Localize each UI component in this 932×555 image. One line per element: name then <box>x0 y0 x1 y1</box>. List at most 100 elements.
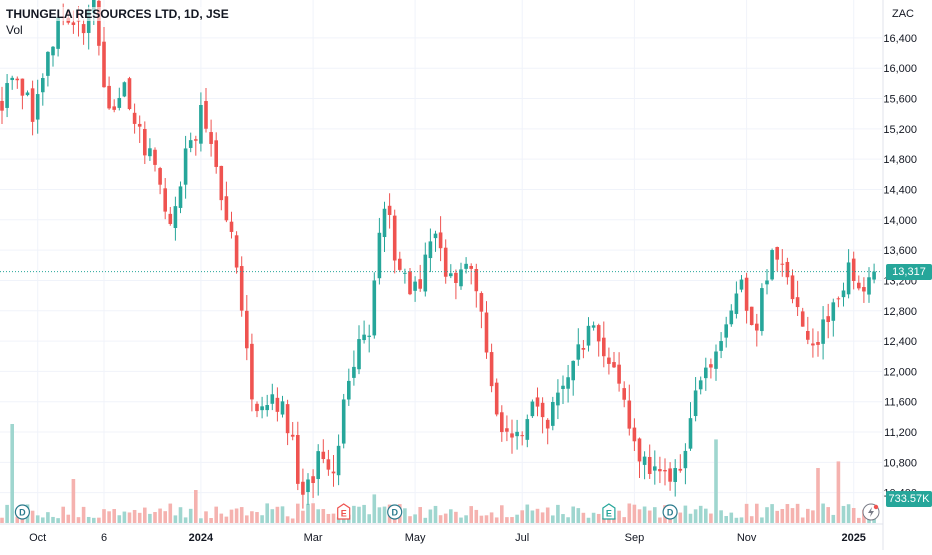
candle-body <box>846 262 851 295</box>
candle-body <box>867 277 871 295</box>
volume-bar <box>612 517 616 523</box>
candle-body <box>510 433 514 438</box>
volume-bar <box>413 514 417 523</box>
candle-body <box>836 298 841 300</box>
svg-text:D: D <box>391 508 398 518</box>
alert-icon[interactable] <box>862 503 880 521</box>
candle-body <box>693 390 698 417</box>
candle-body <box>520 435 524 437</box>
candle-body <box>382 208 387 238</box>
volume-bar <box>51 516 55 523</box>
candle-body <box>377 232 382 279</box>
price-tick-label: 14,800 <box>883 154 917 166</box>
candle-body <box>331 471 336 474</box>
volume-bar <box>331 513 336 523</box>
candle-body <box>423 254 428 292</box>
volume-bar <box>117 515 122 523</box>
candle-body <box>97 0 101 46</box>
event-marker-d[interactable]: D <box>662 504 678 520</box>
time-axis: Oct 6 2024 Mar May Jul Sep Nov 2025 <box>29 532 866 544</box>
candle-body <box>678 468 683 471</box>
candle-body <box>785 261 790 278</box>
volume-bar <box>561 514 565 523</box>
volume-bar <box>566 517 570 523</box>
candle-body <box>688 418 693 449</box>
event-marker-d[interactable]: D <box>14 504 30 520</box>
price-tick-label: 16,400 <box>883 33 917 45</box>
volume-bar <box>122 511 127 523</box>
candle-body <box>862 287 866 292</box>
volume-bar <box>857 517 861 523</box>
time-tick-label: Sep <box>625 532 645 544</box>
volume-bar <box>102 509 106 523</box>
volume-bar <box>163 511 167 523</box>
volume-bar <box>525 504 530 523</box>
candle-body <box>229 221 234 232</box>
volume-bar <box>729 512 734 523</box>
candle-body <box>35 94 40 120</box>
volume-bar <box>459 517 463 523</box>
candle-body <box>668 468 672 482</box>
candle-body <box>714 351 718 369</box>
volume-bar <box>551 515 555 523</box>
candle-body <box>872 271 876 280</box>
candle-body <box>627 400 632 429</box>
volume-bar <box>168 503 173 523</box>
volume-bar <box>449 509 453 523</box>
price-tick-label: 13,600 <box>883 245 917 257</box>
volume-bar <box>749 516 754 523</box>
volume-bar <box>423 517 428 523</box>
event-marker-e[interactable]: E <box>602 503 616 520</box>
candle-body <box>290 434 295 437</box>
volume-bar <box>780 509 785 523</box>
volume-bar <box>0 517 4 523</box>
candle-body <box>474 269 479 292</box>
candle-body <box>479 293 484 312</box>
symbol-title[interactable]: THUNGELA RESOURCES LTD, 1D, JSE <box>6 7 229 21</box>
candle-body <box>683 450 688 469</box>
candle-body <box>841 290 846 298</box>
time-tick-label: 6 <box>101 532 107 544</box>
volume-bar <box>204 511 208 523</box>
volume-bar <box>647 510 652 523</box>
volume-bar <box>66 514 71 523</box>
candle-body <box>704 367 708 379</box>
volume-bar <box>270 509 275 523</box>
candle-body <box>540 402 545 418</box>
grid <box>0 0 882 523</box>
volume-bar <box>71 479 76 523</box>
candle-body <box>770 250 774 280</box>
volume-bar <box>846 504 851 523</box>
volume-bar <box>76 517 81 523</box>
time-tick-label: Nov <box>737 532 757 544</box>
candle-body <box>158 168 162 185</box>
volume-bar <box>107 511 111 523</box>
candle-body <box>433 233 438 239</box>
volume-bar <box>637 509 642 523</box>
volume-bar <box>474 509 479 523</box>
event-marker-d[interactable]: D <box>387 504 403 520</box>
candle-body <box>270 394 275 404</box>
volume-bar <box>571 506 575 523</box>
event-marker-e[interactable]: E <box>337 503 351 520</box>
volume-bar <box>765 507 769 523</box>
volume-bar <box>500 505 504 523</box>
volume-bar <box>545 507 550 523</box>
volume-legend-label[interactable]: Vol <box>6 23 23 37</box>
volume-bar <box>642 506 647 523</box>
candle-body <box>566 377 570 389</box>
candle-body <box>760 288 764 332</box>
volume-bar <box>173 515 178 523</box>
candle-body <box>571 360 575 381</box>
candle-body <box>831 302 836 321</box>
candle-body <box>316 451 320 479</box>
currency-label[interactable]: ZAC <box>892 8 914 20</box>
candle-body <box>816 342 820 345</box>
volume-bar <box>127 512 132 523</box>
volume-bar <box>41 517 45 523</box>
candle-body <box>443 247 448 277</box>
candle-body <box>311 476 315 484</box>
candle-body <box>81 24 86 34</box>
